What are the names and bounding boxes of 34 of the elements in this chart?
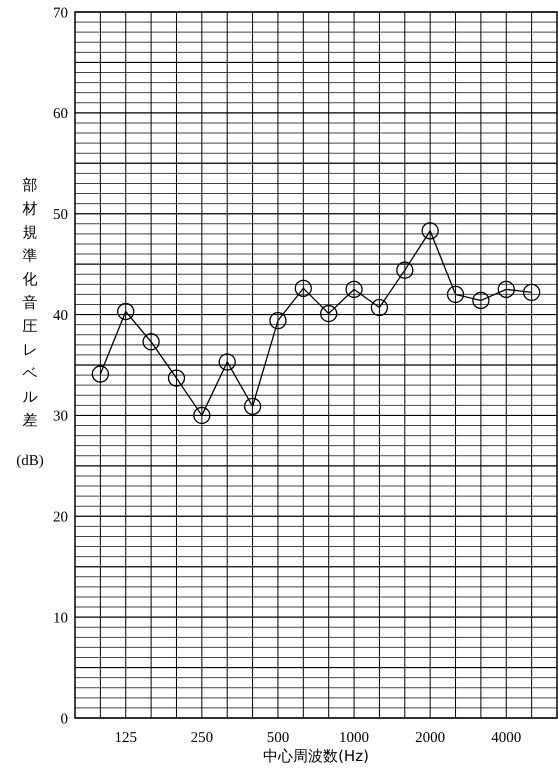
x-tick-label: 4000 xyxy=(491,730,522,746)
x-tick-label: 250 xyxy=(190,730,214,746)
x-tick-label: 500 xyxy=(266,730,290,746)
point xyxy=(320,304,338,322)
point xyxy=(422,222,439,240)
x-tick-label: 125 xyxy=(114,730,137,746)
x-axis-title: 中心周波数(Hz) xyxy=(263,747,369,765)
point xyxy=(168,369,186,387)
y-tick-label: 50 xyxy=(53,206,68,223)
point xyxy=(370,298,388,316)
y-tick-label: 0 xyxy=(60,711,68,728)
point xyxy=(193,406,210,424)
y-tick-label: 30 xyxy=(53,408,68,425)
point xyxy=(522,284,540,302)
point xyxy=(345,280,363,298)
point xyxy=(472,292,490,310)
y-tick-label: 20 xyxy=(53,510,68,526)
point xyxy=(269,312,287,330)
point xyxy=(142,333,160,350)
y-tick-label: 10 xyxy=(53,610,68,626)
y-tick-label: 40 xyxy=(53,308,68,324)
point xyxy=(446,286,464,304)
point xyxy=(218,353,236,371)
x-tick-label: 2000 xyxy=(415,730,446,746)
point xyxy=(498,280,515,298)
y-tick-label: 70 xyxy=(53,5,68,22)
point xyxy=(244,398,262,415)
y-tick-label: 60 xyxy=(53,106,68,122)
point xyxy=(117,302,134,320)
point xyxy=(294,280,312,297)
text: 部材規準化音圧レベル差(dB) xyxy=(16,176,44,469)
x-tick-label: 1000 xyxy=(339,730,370,746)
point xyxy=(92,365,110,383)
point xyxy=(396,262,414,279)
